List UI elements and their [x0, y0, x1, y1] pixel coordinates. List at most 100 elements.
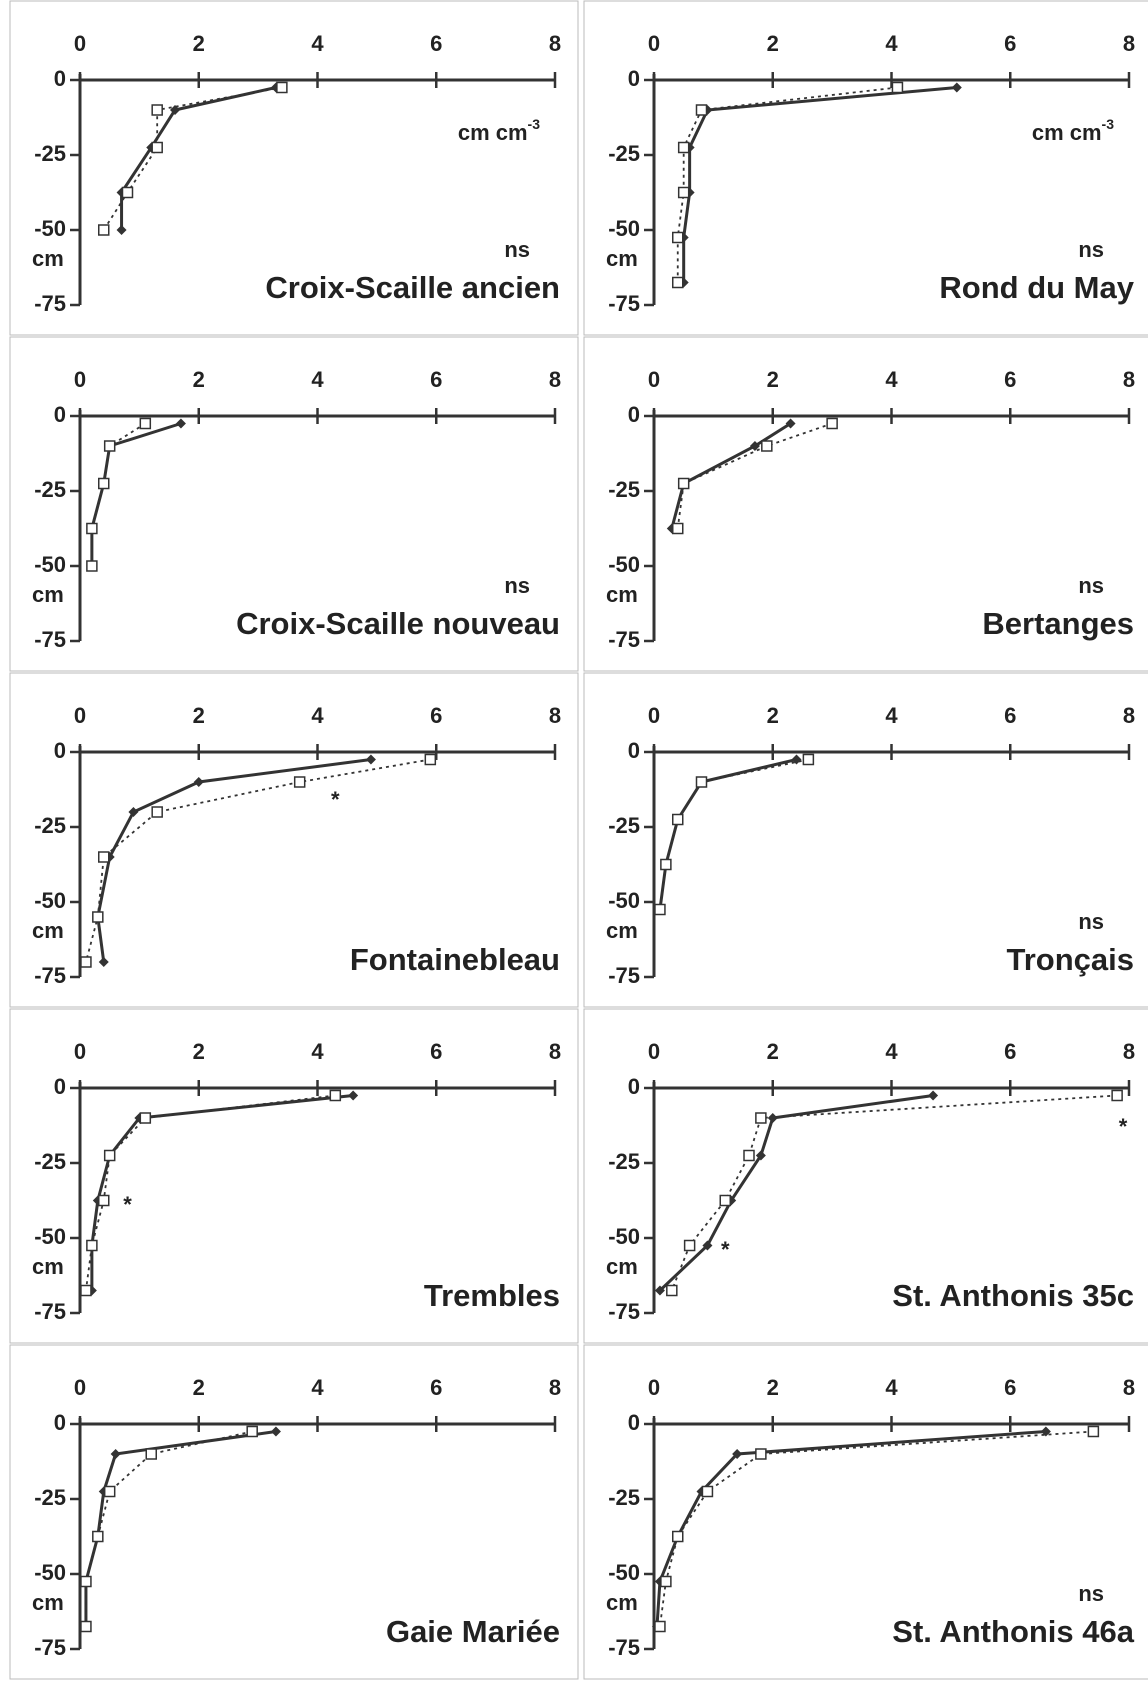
y-tick-label: -25: [608, 1149, 640, 1174]
diamond-marker: [749, 441, 760, 451]
square-marker: [98, 224, 110, 236]
panel: 0 2 4 6 8 0 -25 -50 -75 cm * Fontainebleau: [9, 672, 579, 1008]
square-marker: [755, 1448, 767, 1460]
unit-label-text: cm cm: [1032, 120, 1102, 145]
square-marker: [826, 417, 838, 430]
square-marker: [80, 1575, 92, 1588]
y-tick-label: 0: [628, 402, 640, 427]
panel-title: Tronçais: [1007, 942, 1135, 977]
diamond-marker: [193, 777, 204, 787]
x-tick-label: 8: [549, 367, 561, 392]
profile-line: [670, 422, 792, 529]
x-tick-label: 2: [193, 703, 205, 728]
x-tick-label: 8: [1123, 31, 1135, 56]
panel-title: Croix-Scaille nouveau: [236, 606, 560, 641]
square-marker: [98, 477, 110, 490]
y-tick-label: -75: [34, 1635, 66, 1660]
square-marker: [86, 1239, 98, 1252]
y-tick-label: -25: [608, 141, 640, 166]
profile-line: [676, 422, 833, 529]
square-marker: [151, 104, 163, 116]
y-tick-label: -50: [34, 216, 66, 241]
square-marker: [80, 956, 92, 968]
square-marker: [666, 1284, 678, 1297]
profile-line: [655, 1430, 1046, 1627]
square-marker: [86, 522, 98, 535]
unit-label-exponent: -3: [1102, 116, 1115, 132]
square-marker: [121, 186, 134, 199]
square-marker: [103, 440, 116, 452]
y-tick-label: -25: [608, 477, 640, 502]
square-marker: [103, 1485, 116, 1498]
square-marker: [891, 81, 904, 94]
y-tick-label: -50: [34, 1560, 66, 1585]
x-tick-label: 0: [74, 1375, 86, 1400]
x-tick-label: 8: [1123, 1039, 1135, 1064]
y-tick-label: -75: [34, 1299, 66, 1324]
y-tick-label: -50: [608, 1224, 640, 1249]
y-axis-label: cm: [32, 1590, 64, 1615]
panel-border: [583, 1008, 1148, 1344]
panel: 0 2 4 6 8 0 -25 -50 -75 cm Gaie Mariée: [9, 1344, 579, 1680]
square-marker: [98, 851, 110, 863]
panel: 0 2 4 6 8 0 -25 -50 -75 cm ns St. Anthonis 46a: [583, 1344, 1148, 1680]
y-tick-label: -75: [608, 1635, 640, 1660]
x-tick-label: 2: [767, 1039, 779, 1064]
y-tick-label: -75: [34, 627, 66, 652]
x-tick-label: 2: [767, 1375, 779, 1400]
diamond-marker: [791, 754, 802, 765]
y-tick-label: 0: [54, 402, 66, 427]
panel: 0 2 4 6 8 0 -25 -50 -75 cm * * St. Anthonis 35c: [583, 1008, 1148, 1344]
diamond-marker: [785, 418, 796, 429]
unit-label: cm cm-3: [1032, 116, 1114, 145]
panel-border: [9, 672, 579, 1008]
y-axis-label: cm: [606, 1590, 638, 1615]
x-tick-label: 2: [193, 367, 205, 392]
y-tick-label: -75: [608, 291, 640, 316]
square-marker: [677, 186, 690, 199]
x-tick-label: 0: [648, 1375, 660, 1400]
diamond-marker: [767, 1113, 778, 1123]
panel-title: Fontainebleau: [350, 942, 560, 977]
x-tick-label: 2: [193, 1375, 205, 1400]
square-marker: [695, 776, 708, 788]
y-tick-label: 0: [628, 1074, 640, 1099]
panel: 0 2 4 6 8 0 -25 -50 -75 cm * Trembles: [9, 1008, 579, 1344]
y-axis-label: cm: [32, 918, 64, 943]
profile-line: [682, 86, 957, 283]
x-tick-label: 6: [1004, 1039, 1016, 1064]
panel-title: St. Anthonis 46a: [892, 1614, 1134, 1649]
panel-border: [583, 0, 1148, 336]
profile-line: [84, 1430, 277, 1627]
square-marker: [672, 1530, 684, 1543]
panel-title: Rond du May: [939, 270, 1134, 305]
y-tick-label: -25: [608, 813, 640, 838]
y-axis-label: cm: [32, 1254, 64, 1279]
x-tick-label: 6: [430, 703, 442, 728]
x-tick-label: 8: [549, 1039, 561, 1064]
square-marker: [660, 858, 672, 871]
diamond-marker: [175, 418, 186, 429]
profile-line: [85, 1430, 253, 1627]
x-tick-label: 8: [549, 1375, 561, 1400]
profile-line: [670, 1094, 1118, 1291]
y-tick-label: -75: [608, 1299, 640, 1324]
x-tick-label: 0: [74, 367, 86, 392]
profile-line: [85, 758, 431, 963]
x-tick-label: 8: [549, 703, 561, 728]
x-tick-label: 6: [1004, 1375, 1016, 1400]
diamond-marker: [98, 957, 109, 967]
significance-note: ns: [1078, 573, 1104, 598]
profile-line: [676, 86, 898, 283]
x-tick-label: 6: [430, 1375, 442, 1400]
x-tick-label: 6: [1004, 703, 1016, 728]
y-tick-label: 0: [54, 1074, 66, 1099]
square-marker: [139, 417, 152, 430]
x-tick-label: 4: [311, 703, 324, 728]
square-marker: [654, 903, 666, 916]
profile-line: [102, 86, 283, 231]
square-marker: [145, 1448, 157, 1460]
profile-line: [659, 758, 809, 910]
y-tick-label: -50: [34, 1224, 66, 1249]
square-marker: [695, 104, 708, 116]
